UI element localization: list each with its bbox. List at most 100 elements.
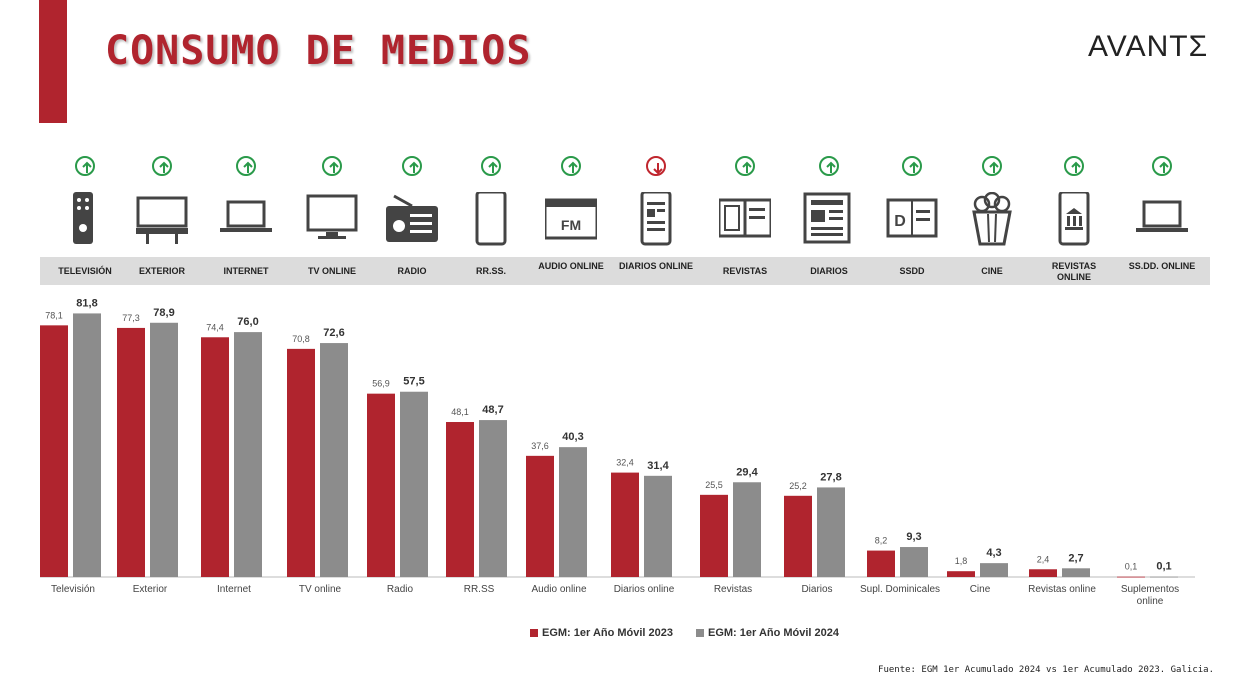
x-tick-label: Revistas online [1028, 584, 1096, 595]
up-arrow-icon [322, 156, 342, 176]
bar-2024 [150, 322, 178, 577]
bar-2023 [867, 550, 895, 577]
legend-item-2024: EGM: 1er Año Móvil 2024 [696, 627, 839, 639]
data-label-2023: 77,3 [122, 313, 140, 323]
svg-text:D: D [894, 213, 906, 230]
x-tick-label: Supl. Dominicales [860, 584, 940, 595]
category-label: DIARIOS ONLINE [618, 261, 693, 271]
tv-remote-icon [59, 192, 111, 251]
category-label: CINE [981, 266, 1003, 276]
data-label-2024: 0,1 [1156, 561, 1171, 573]
down-arrow-icon [646, 156, 666, 176]
laptop-icon [1136, 192, 1188, 251]
x-tick-label: RR.SS [464, 584, 495, 595]
billboard-icon [136, 192, 188, 251]
supplement-icon: D [886, 192, 938, 251]
bar-2024 [1062, 568, 1090, 577]
category-label: REVISTAS ONLINE [1051, 261, 1097, 282]
up-arrow-icon [75, 156, 95, 176]
data-label-2024: 76,0 [237, 316, 258, 328]
data-label-2023: 25,2 [789, 481, 807, 491]
data-label-2023: 32,4 [616, 458, 634, 468]
category-label: REVISTAS [722, 266, 768, 276]
bar-2023 [40, 325, 68, 577]
data-label-2024: 29,4 [736, 466, 758, 478]
data-label-2024: 81,8 [76, 297, 97, 309]
data-label-2023: 56,9 [372, 379, 390, 389]
data-label-2023: 70,8 [292, 334, 310, 344]
bar-2024 [733, 482, 761, 577]
x-tick-label: Suplementos [1121, 584, 1179, 595]
radio-icon [386, 192, 438, 251]
category-label: INTERNET [223, 266, 269, 276]
bar-2024 [73, 313, 101, 577]
x-tick-label: Exterior [133, 584, 168, 595]
logo-text: AVANTΣ [1088, 30, 1209, 63]
category-label: EXTERIOR [138, 266, 185, 276]
up-arrow-icon [152, 156, 172, 176]
legend-label-2023: EGM: 1er Año Móvil 2023 [542, 627, 674, 639]
data-label-2024: 48,7 [482, 404, 503, 416]
data-label-2023: 1,8 [955, 556, 968, 566]
svg-text:FM: FM [561, 217, 581, 233]
bar-2024 [817, 487, 845, 577]
data-label-2024: 78,9 [153, 307, 174, 319]
bar-2023 [784, 495, 812, 577]
popcorn-icon [966, 191, 1018, 251]
fm-window-icon: FM [543, 192, 599, 251]
data-label-2024: 9,3 [906, 531, 921, 543]
bar-2024 [234, 332, 262, 577]
x-tick-label: Cine [970, 584, 991, 595]
bar-2023 [1029, 569, 1057, 577]
category-label: TV ONLINE [307, 266, 356, 276]
data-label-2023: 8,2 [875, 536, 888, 546]
bar-2023 [287, 348, 315, 577]
data-label-2024: 31,4 [647, 460, 669, 472]
laptop-icon [220, 192, 272, 251]
data-label-2023: 37,6 [531, 441, 549, 451]
up-arrow-icon [902, 156, 922, 176]
bar-2024 [320, 343, 348, 577]
bar-2024 [1150, 576, 1178, 578]
bar-2024 [980, 563, 1008, 577]
up-arrow-icon [402, 156, 422, 176]
bar-2024 [644, 475, 672, 577]
open-magazine-icon [717, 192, 773, 251]
bar-2024 [479, 420, 507, 577]
x-tick-label: Revistas [714, 584, 752, 595]
bar-2024 [559, 447, 587, 577]
up-arrow-icon [819, 156, 839, 176]
bar-2023 [1117, 576, 1145, 578]
bar-2023 [446, 422, 474, 577]
up-arrow-icon [561, 156, 581, 176]
bar-2023 [947, 571, 975, 577]
data-label-2023: 78,1 [45, 310, 63, 320]
smartphone-icon [465, 190, 517, 251]
x-tick-label: Internet [217, 584, 251, 595]
legend-label-2024: EGM: 1er Año Móvil 2024 [708, 627, 840, 639]
phone-bank-icon [1048, 190, 1100, 251]
up-arrow-icon [481, 156, 501, 176]
category-label: RR.SS. [475, 266, 506, 276]
category-label: AUDIO ONLINE [538, 261, 604, 271]
x-tick-label: Televisión [51, 584, 95, 595]
source-note: Fuente: EGM 1er Acumulado 2024 vs 1er Ac… [878, 665, 1214, 675]
data-label-2023: 0,1 [1125, 562, 1138, 572]
legend-item-2023: EGM: 1er Año Móvil 2023 [530, 627, 673, 639]
newspaper-icon [803, 192, 855, 251]
bar-2023 [201, 337, 229, 577]
bar-2023 [117, 327, 145, 577]
legend-swatch-2024 [696, 629, 704, 637]
data-label-2023: 25,5 [705, 480, 723, 490]
data-label-2023: 2,4 [1037, 554, 1050, 564]
bar-chart: 78,1 81,8 Televisión 77,3 78,9 Exterior 74,4 76… [40, 297, 1195, 607]
category-label: SSDD [899, 266, 925, 276]
data-label-2023: 48,1 [451, 407, 469, 417]
category-label: RADIO [397, 266, 427, 276]
data-label-2024: 57,5 [403, 376, 424, 388]
phone-news-icon [630, 190, 682, 251]
x-tick-label: Radio [387, 584, 414, 595]
monitor-icon [306, 192, 358, 251]
category-label: TELEVISIÓN [58, 266, 112, 276]
accent-bar [39, 0, 67, 123]
